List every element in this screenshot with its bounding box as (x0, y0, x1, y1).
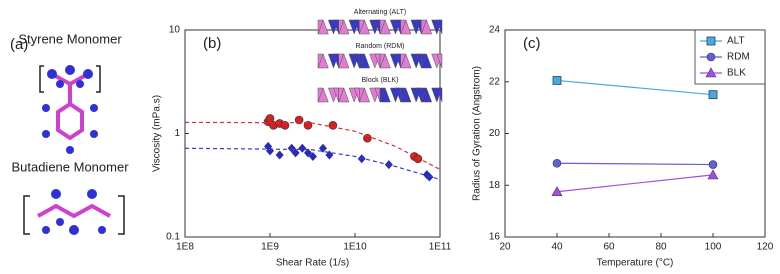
fit-line (184, 147, 441, 180)
x-tick-label: 40 (551, 242, 563, 253)
strip-triangle (338, 19, 345, 35)
x-tick-label: 1E8 (176, 242, 194, 253)
panel-label: (c) (523, 35, 541, 52)
marker (294, 115, 304, 125)
y-tick-label: 0.1 (166, 232, 180, 243)
panel-label: (b) (203, 35, 221, 52)
series-line (556, 79, 714, 96)
polymer-strip (317, 19, 443, 35)
strip-triangle (317, 87, 324, 103)
series-line (556, 162, 714, 166)
molecule-name: Styrene Monomer (18, 31, 122, 46)
marker (706, 52, 716, 62)
polymer-strip (317, 53, 443, 69)
marker (318, 143, 327, 153)
y-axis-label: Viscosity (mPa.s) (152, 95, 163, 172)
strip-triangle (379, 87, 386, 103)
x-tick-label: 120 (757, 242, 774, 253)
strip-triangle (400, 53, 407, 69)
marker (552, 158, 562, 168)
marker (298, 143, 307, 153)
marker (275, 150, 284, 160)
strip-triangle (338, 53, 345, 69)
y-tick-label: 24 (489, 25, 501, 36)
legend-label: BLK (727, 68, 746, 79)
x-tick-label: 1E10 (343, 242, 367, 253)
strip-triangle (317, 19, 324, 35)
marker (706, 36, 716, 46)
marker (551, 186, 563, 197)
butadiene-structure (23, 195, 125, 235)
strip-triangle (359, 53, 365, 69)
x-tick-label: 1E9 (261, 242, 279, 253)
marker (707, 169, 719, 180)
strip-triangle (421, 19, 427, 35)
marker (425, 172, 434, 182)
strip-triangle (421, 87, 427, 103)
y-tick-label: 18 (489, 180, 501, 191)
inset-label: Random (RDM) (355, 43, 404, 50)
polymer-strip (317, 87, 443, 103)
y-axis-label: Radius of Gyration (Angstrom) (472, 66, 483, 201)
marker (328, 121, 338, 130)
marker (357, 154, 366, 164)
strip-triangle (436, 53, 443, 69)
strip-triangle (317, 53, 324, 69)
strip-triangle (436, 19, 443, 35)
inset-label: Alternating (ALT) (354, 9, 406, 16)
marker (708, 90, 718, 100)
inset-label: Block (BLK) (362, 77, 399, 84)
butadiene-atoms (42, 189, 106, 235)
y-tick-label: 16 (489, 232, 501, 243)
marker (280, 121, 290, 130)
panel-label: (a) (10, 36, 28, 53)
x-tick-label: 1E11 (429, 242, 452, 253)
strip-triangle (400, 87, 407, 103)
marker (413, 154, 423, 164)
strip-triangle (436, 87, 443, 103)
x-axis-label: Shear Rate (1/s) (276, 258, 349, 269)
strip-triangle (421, 53, 427, 69)
x-tick-label: 100 (705, 242, 722, 253)
strip-triangle (400, 19, 407, 35)
strip-triangle (359, 87, 365, 103)
x-tick-label: 60 (603, 242, 615, 253)
x-tick-label: 20 (499, 242, 511, 253)
strip-triangle (379, 19, 386, 35)
series-line (556, 174, 714, 193)
strip-triangle (379, 53, 386, 69)
strip-triangle (338, 87, 345, 103)
styrene-structure (39, 65, 101, 141)
marker (291, 148, 300, 158)
marker (308, 151, 317, 161)
y-tick-label: 22 (489, 76, 501, 87)
x-tick-label: 80 (655, 242, 667, 253)
molecule-name: Butadiene Monomer (11, 159, 129, 174)
strip-triangle (359, 19, 365, 35)
styrene-atoms (42, 65, 98, 154)
y-tick-label: 10 (169, 25, 181, 36)
legend-label: RDM (727, 52, 750, 63)
marker (705, 67, 717, 78)
marker (304, 148, 313, 158)
marker (552, 76, 562, 85)
marker (708, 160, 718, 169)
y-tick-label: 1 (174, 128, 180, 139)
x-axis-label: Temperature (°C) (597, 258, 674, 269)
y-tick-label: 20 (489, 128, 501, 139)
marker (363, 133, 372, 143)
fit-line (184, 121, 441, 170)
legend-label: ALT (727, 36, 745, 47)
